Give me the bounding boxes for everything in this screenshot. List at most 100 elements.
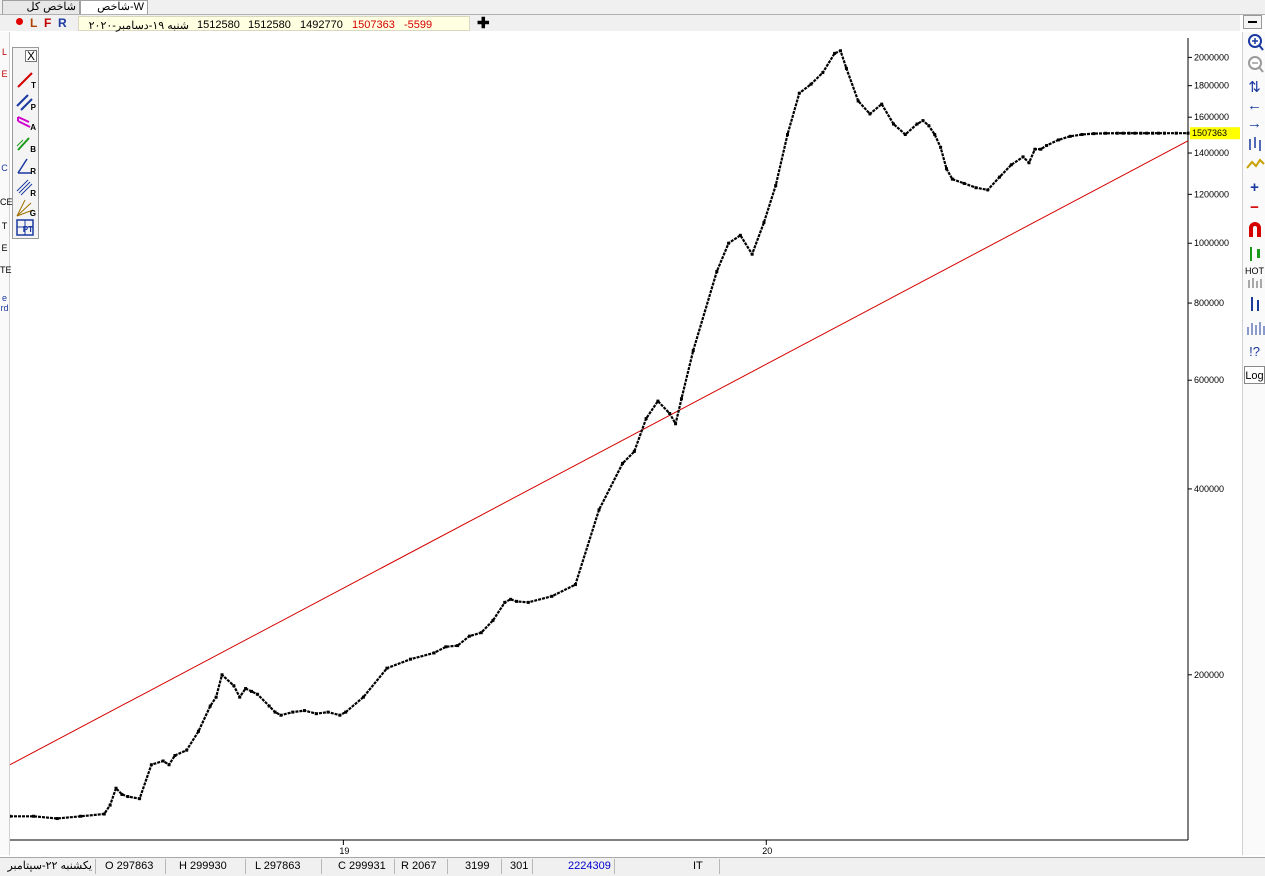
price-point [892, 122, 895, 126]
price-point [126, 795, 130, 799]
tool-sub-label: T [31, 81, 36, 90]
price-point [927, 124, 931, 128]
candle-icon[interactable] [1243, 244, 1265, 264]
price-point [1033, 147, 1037, 151]
price-point [821, 71, 825, 75]
price-point [762, 221, 766, 225]
price-point [797, 91, 801, 95]
drawing-tools-panel: X T P A B R R G PT [12, 47, 39, 239]
price-point [679, 397, 683, 401]
price-point [467, 634, 471, 638]
price-point [1080, 133, 1084, 137]
price-point [291, 710, 295, 714]
y-tick-label: 400000 [1194, 484, 1224, 494]
y-tick-label: 800000 [1194, 298, 1224, 308]
price-point [491, 618, 495, 622]
volume-bars-icon[interactable] [1243, 318, 1265, 338]
arrow-left-icon[interactable]: ← [1247, 97, 1262, 114]
x-tick-label: 19 [339, 846, 349, 856]
right-toolbar: ⇅ ← → + − HOT !? Log [1242, 32, 1265, 855]
andrews-pitchfork-icon[interactable]: A [15, 112, 37, 132]
quote-date: شنبه ۱۹-دسامبر-۲۰۲۰ [88, 20, 189, 32]
price-point [880, 102, 884, 106]
price-point [326, 710, 330, 714]
strip-label: L [1, 47, 7, 57]
price-point [479, 631, 483, 635]
price-point [868, 112, 872, 116]
price-point [409, 657, 413, 661]
info-letter-f[interactable]: F [44, 16, 52, 30]
price-point [255, 692, 259, 696]
price-chart[interactable]: 200000 400000 600000 800000 1000000 1200000 14… [10, 38, 1240, 856]
price-point [727, 241, 731, 245]
quote-low: 1492770 [300, 19, 343, 31]
price-point [1115, 131, 1119, 135]
last-price-label: 1507363 [1192, 128, 1227, 138]
hot-icon[interactable]: HOT [1243, 264, 1265, 284]
tool-sub-label: G [29, 209, 36, 218]
price-point [220, 673, 224, 677]
help-icon[interactable]: !? [1249, 344, 1260, 359]
magnet-icon[interactable] [1243, 220, 1265, 240]
log-scale-toggle[interactable]: Log [1244, 366, 1265, 384]
arrow-right-icon[interactable]: → [1247, 115, 1262, 132]
brush-icon[interactable]: B [15, 134, 37, 154]
price-point [921, 119, 925, 123]
hot-bars-icon[interactable] [1243, 272, 1265, 292]
price-point [114, 786, 118, 790]
gann-fan-icon[interactable]: G [15, 198, 37, 218]
raff-channel-icon[interactable]: R [15, 178, 37, 198]
strip-label: E [1, 69, 8, 79]
price-point [185, 748, 189, 752]
tool-sub-label: B [30, 145, 36, 154]
parallel-lines-icon[interactable]: P [15, 92, 37, 112]
price-point [432, 651, 436, 655]
price-point [238, 695, 242, 699]
price-point [1092, 132, 1096, 136]
plus-icon[interactable]: + [1250, 179, 1259, 196]
grid-tool-icon[interactable]: PT [15, 218, 37, 238]
price-point [986, 188, 990, 192]
price-point [945, 167, 949, 171]
info-letter-l[interactable]: L [30, 16, 38, 30]
close-icon[interactable]: X [25, 49, 37, 63]
price-point [196, 729, 200, 733]
price-point [656, 399, 660, 403]
price-point [208, 704, 212, 708]
price-point [338, 713, 342, 717]
bar-chart-icon[interactable] [1243, 134, 1265, 154]
price-point [173, 754, 177, 758]
price-point [1139, 131, 1143, 135]
price-point [79, 814, 83, 818]
x-tick-label: 20 [762, 846, 772, 856]
zoom-out-icon[interactable] [1243, 54, 1265, 74]
status-range: R 2067 [398, 859, 448, 874]
price-point [102, 812, 106, 816]
price-point [939, 145, 943, 149]
price-point [344, 710, 348, 714]
minimize-panel-button[interactable] [1243, 15, 1262, 29]
price-point [974, 186, 978, 190]
tab-index[interactable]: شاخص کل [2, 0, 80, 14]
minus-icon[interactable]: − [1250, 199, 1259, 216]
quote-open: 1512580 [197, 19, 240, 31]
info-letter-r[interactable]: R [58, 16, 67, 30]
add-symbol-icon[interactable]: ✚ [477, 15, 490, 32]
quote-change: -5599 [404, 19, 433, 31]
status-volume: 2224309 [565, 859, 615, 874]
tab-index-w[interactable]: W-شاخص [80, 0, 148, 14]
zoom-in-icon[interactable] [1243, 32, 1265, 52]
tool-sub-label: P [30, 103, 36, 112]
trend-line-icon[interactable]: T [15, 70, 37, 90]
arrows-up-down-icon[interactable]: ⇅ [1248, 79, 1261, 96]
quote-high: 1512580 [248, 19, 291, 31]
y-tick-label: 1200000 [1194, 189, 1229, 199]
line-chart-icon[interactable] [1243, 154, 1265, 174]
price-point [597, 508, 601, 512]
strip-label: T [1, 221, 8, 231]
tab-label: شاخص کل [26, 1, 76, 13]
volume-icon[interactable] [1243, 294, 1265, 314]
price-point [691, 349, 695, 353]
price-point [273, 710, 277, 714]
regression-icon[interactable]: R [15, 156, 37, 176]
